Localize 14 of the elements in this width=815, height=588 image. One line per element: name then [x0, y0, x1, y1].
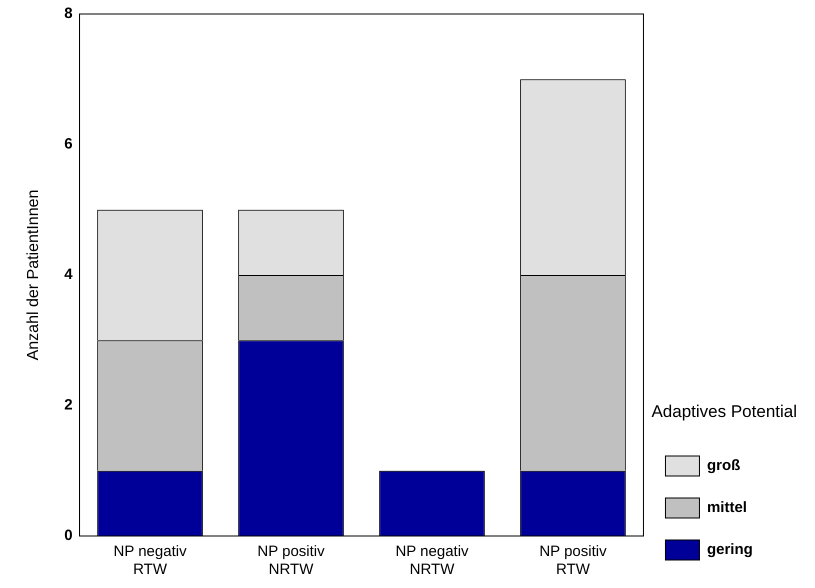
y-tick-label: 2 [64, 396, 73, 414]
x-tick-label: NP positiv NRTW [257, 543, 326, 578]
legend-label: groß [706, 457, 740, 474]
legend-title: Adaptives Potential [651, 402, 798, 421]
legend-label: gering [706, 541, 753, 558]
y-tick-label: 0 [64, 527, 73, 544]
y-tick-label: 6 [64, 136, 73, 153]
y-axis-title: Anzahl der PatientInnen [25, 190, 42, 360]
x-tick-label: NP negativ NRTW [395, 543, 470, 578]
y-tick-label: 4 [64, 266, 74, 284]
x-tick-label: NP negativ RTW [113, 543, 188, 578]
legend-label: mittel [706, 499, 747, 516]
x-tick-label: NP positiv RTW [539, 543, 608, 578]
y-tick-label: 8 [64, 5, 73, 22]
